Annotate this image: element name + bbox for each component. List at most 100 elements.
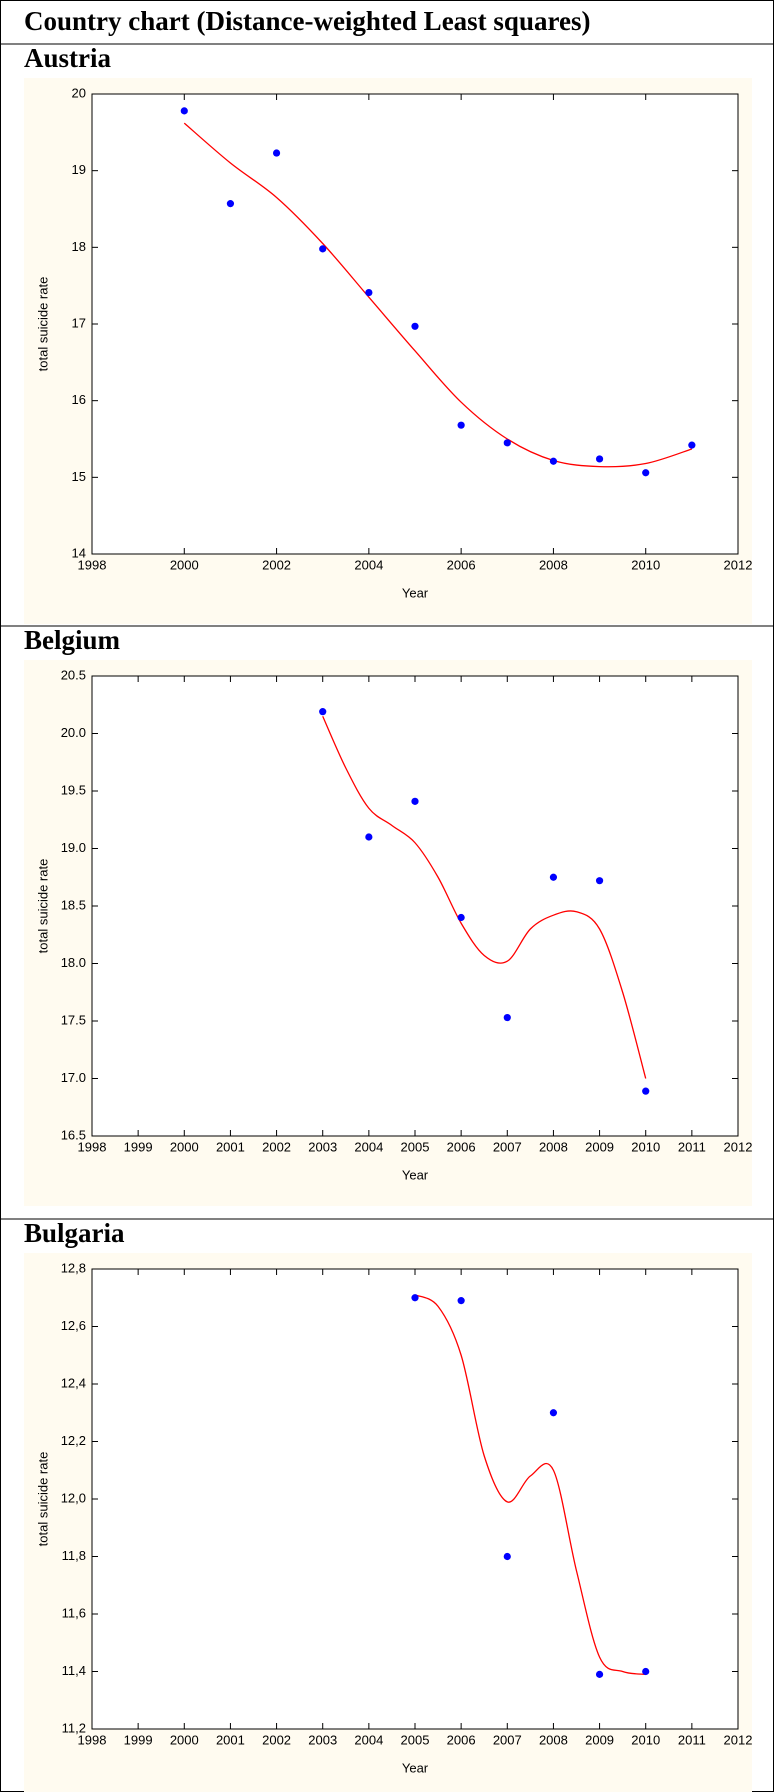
y-tick-label: 20: [72, 85, 86, 100]
point: [365, 288, 373, 297]
point: [642, 469, 650, 477]
chart-title: Belgium: [24, 625, 121, 655]
fit-line: [183, 122, 693, 468]
x-tick-label: 2012: [724, 1139, 753, 1154]
point: [503, 1552, 511, 1561]
x-tick-label: 2008: [539, 557, 568, 572]
x-tick-label: 2011: [678, 1732, 706, 1747]
x-tick-label: 2009: [585, 1732, 614, 1747]
y-tick-label: 19.0: [61, 840, 86, 855]
chart-title: Bulgaria: [24, 1218, 125, 1248]
y-tick-label: 20.5: [61, 667, 86, 682]
x-tick-label: 2006: [447, 1139, 476, 1154]
y-tick-label: 18: [72, 239, 86, 254]
y-tick-label: 16.5: [61, 1127, 86, 1142]
x-tick-label: 2009: [585, 1139, 614, 1154]
x-axis-label: Year: [402, 585, 429, 600]
x-tick-label: 2000: [170, 1139, 199, 1154]
y-tick-label: 16: [72, 392, 86, 407]
x-tick-label: 2005: [401, 1732, 430, 1747]
y-tick-label: 12,2: [61, 1433, 86, 1448]
point: [549, 873, 558, 881]
x-axis-label: Year: [402, 1760, 429, 1775]
plot-area: [91, 675, 739, 1137]
x-tick-label: 2003: [308, 1139, 337, 1154]
x-tick-label: 1998: [78, 1139, 107, 1154]
x-tick-label: 2006: [447, 1732, 476, 1747]
x-tick-label: 2001: [216, 1139, 245, 1154]
chart: Austria 1998 2000 2002 2004 2006 2008 2010 2012 1…: [24, 43, 752, 624]
y-tick-label: 19.5: [61, 782, 86, 797]
point: [319, 245, 327, 253]
x-tick-label: 2004: [354, 1732, 383, 1747]
y-tick-label: 12,0: [61, 1490, 86, 1505]
y-tick-label: 20.0: [61, 725, 86, 740]
point: [457, 1297, 465, 1305]
x-tick-label: 2002: [262, 1139, 291, 1154]
chart: Belgium 1998 1999 2000 2001 2002 2003 2004 2005 2…: [24, 625, 752, 1206]
x-tick-label: 2000: [170, 557, 199, 572]
plot-area: [91, 1268, 739, 1730]
x-tick-label: 2007: [493, 1732, 522, 1747]
x-tick-label: 2002: [262, 557, 291, 572]
y-axis-label: total suicide rate: [35, 859, 50, 954]
x-tick-label: 2010: [631, 1139, 660, 1154]
point: [642, 1087, 650, 1095]
y-tick-label: 11,8: [62, 1548, 86, 1563]
y-axis-label: total suicide rate: [35, 277, 50, 372]
point: [549, 457, 558, 465]
x-axis-label: Year: [402, 1167, 429, 1182]
y-tick-label: 19: [72, 162, 86, 177]
y-tick-label: 11,4: [62, 1663, 86, 1678]
y-tick-label: 17.5: [61, 1012, 86, 1027]
point: [365, 833, 373, 841]
chart: Bulgaria 1998 1999 2000 2001 2002 2003 2004 2005…: [24, 1218, 752, 1792]
y-tick-label: 17.0: [61, 1070, 86, 1085]
x-tick-label: 1998: [78, 1732, 107, 1747]
point: [457, 913, 465, 922]
x-tick-label: 2011: [678, 1139, 706, 1154]
point: [226, 200, 235, 208]
x-tick-label: 2007: [493, 1139, 522, 1154]
x-tick-label: 2010: [631, 557, 660, 572]
point: [319, 708, 327, 716]
x-tick-label: 1998: [78, 557, 107, 572]
x-tick-label: 2008: [539, 1139, 568, 1154]
point: [549, 1409, 558, 1417]
point: [595, 877, 604, 885]
y-axis-label: total suicide rate: [35, 1452, 50, 1547]
point: [457, 421, 465, 429]
x-tick-label: 2000: [170, 1732, 199, 1747]
fit-line: [414, 1294, 646, 1676]
y-tick-label: 15: [72, 469, 86, 484]
x-tick-label: 2010: [631, 1732, 660, 1747]
point: [411, 797, 419, 805]
x-tick-label: 2008: [539, 1732, 568, 1747]
y-tick-label: 12,4: [61, 1375, 86, 1390]
x-tick-label: 1999: [124, 1139, 153, 1154]
point: [688, 441, 696, 449]
x-tick-label: 2012: [724, 557, 753, 572]
y-tick-label: 12,6: [61, 1318, 86, 1333]
x-tick-label: 2006: [447, 557, 476, 572]
y-tick-label: 11,2: [62, 1720, 86, 1735]
point: [503, 439, 511, 447]
x-tick-label: 2005: [401, 1139, 430, 1154]
point: [503, 1013, 511, 1022]
point: [411, 322, 419, 330]
fit-line: [322, 715, 647, 1079]
x-tick-label: 2004: [354, 1139, 383, 1154]
x-tick-label: 2012: [724, 1732, 753, 1747]
y-tick-label: 12,8: [61, 1260, 86, 1275]
page-title: Country chart (Distance-weighted Least s…: [24, 6, 590, 36]
point: [595, 1670, 604, 1678]
point: [411, 1294, 419, 1302]
y-tick-label: 14: [72, 545, 86, 560]
y-tick-label: 18.0: [61, 955, 86, 970]
y-tick-label: 18.5: [61, 897, 86, 912]
x-tick-label: 2004: [354, 557, 383, 572]
point: [595, 455, 604, 463]
x-tick-label: 2001: [216, 1732, 245, 1747]
chart-title: Austria: [24, 43, 111, 73]
